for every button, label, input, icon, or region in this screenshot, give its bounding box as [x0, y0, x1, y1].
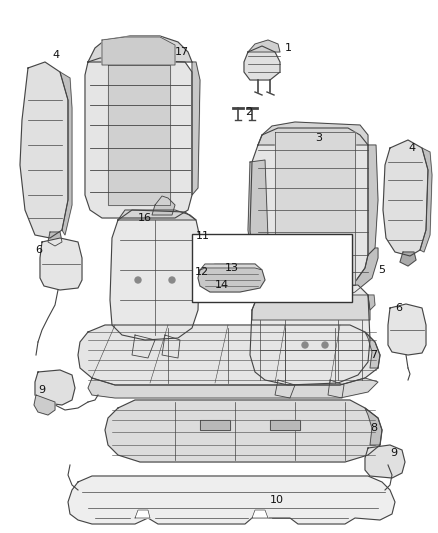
- Polygon shape: [258, 122, 368, 145]
- Text: 2: 2: [245, 107, 252, 117]
- Polygon shape: [135, 510, 150, 518]
- Polygon shape: [152, 196, 175, 215]
- Polygon shape: [60, 72, 72, 235]
- Polygon shape: [118, 210, 196, 220]
- Text: 9: 9: [390, 448, 397, 458]
- Polygon shape: [102, 37, 175, 65]
- Polygon shape: [365, 332, 380, 368]
- Polygon shape: [35, 370, 75, 405]
- Polygon shape: [388, 304, 426, 355]
- Text: 9: 9: [38, 385, 45, 395]
- Polygon shape: [34, 395, 55, 415]
- Polygon shape: [252, 295, 370, 320]
- Polygon shape: [383, 140, 428, 256]
- Text: 12: 12: [195, 267, 209, 277]
- Text: 10: 10: [270, 495, 284, 505]
- Polygon shape: [248, 160, 268, 282]
- Polygon shape: [48, 232, 62, 246]
- Text: 7: 7: [370, 350, 377, 360]
- Polygon shape: [338, 248, 378, 300]
- Polygon shape: [270, 420, 300, 430]
- Polygon shape: [200, 420, 230, 430]
- Circle shape: [302, 342, 308, 348]
- Polygon shape: [132, 335, 155, 358]
- Polygon shape: [400, 252, 416, 266]
- Text: 5: 5: [378, 265, 385, 275]
- Polygon shape: [78, 325, 380, 385]
- Polygon shape: [244, 46, 280, 80]
- Polygon shape: [162, 335, 180, 358]
- Polygon shape: [108, 65, 170, 205]
- Polygon shape: [40, 238, 82, 290]
- Polygon shape: [420, 148, 432, 252]
- Polygon shape: [88, 378, 378, 398]
- Text: 1: 1: [285, 43, 292, 53]
- Polygon shape: [85, 58, 192, 218]
- Polygon shape: [105, 400, 382, 462]
- Polygon shape: [192, 62, 200, 195]
- Text: 6: 6: [395, 303, 402, 313]
- Text: 6: 6: [35, 245, 42, 255]
- Text: 11: 11: [196, 231, 210, 241]
- Text: 16: 16: [138, 213, 152, 223]
- Polygon shape: [200, 264, 262, 270]
- Circle shape: [135, 277, 141, 283]
- Polygon shape: [88, 36, 192, 62]
- Polygon shape: [368, 295, 375, 310]
- Polygon shape: [198, 264, 265, 292]
- Polygon shape: [110, 210, 200, 340]
- Polygon shape: [328, 380, 344, 398]
- Polygon shape: [248, 40, 280, 52]
- Text: 3: 3: [315, 133, 322, 143]
- Polygon shape: [250, 128, 368, 292]
- Polygon shape: [68, 476, 395, 524]
- Text: 14: 14: [215, 280, 229, 290]
- Polygon shape: [365, 445, 405, 478]
- Text: 4: 4: [52, 50, 59, 60]
- Text: 8: 8: [370, 423, 377, 433]
- Polygon shape: [275, 132, 355, 285]
- Text: 17: 17: [175, 47, 189, 57]
- Text: 13: 13: [225, 263, 239, 273]
- Circle shape: [169, 277, 175, 283]
- Polygon shape: [275, 380, 295, 398]
- Polygon shape: [368, 145, 378, 255]
- Text: 4: 4: [408, 143, 415, 153]
- Polygon shape: [20, 62, 68, 238]
- Bar: [192, 234, 352, 302]
- Circle shape: [322, 342, 328, 348]
- Polygon shape: [252, 510, 268, 518]
- Polygon shape: [365, 408, 382, 445]
- Polygon shape: [250, 285, 370, 385]
